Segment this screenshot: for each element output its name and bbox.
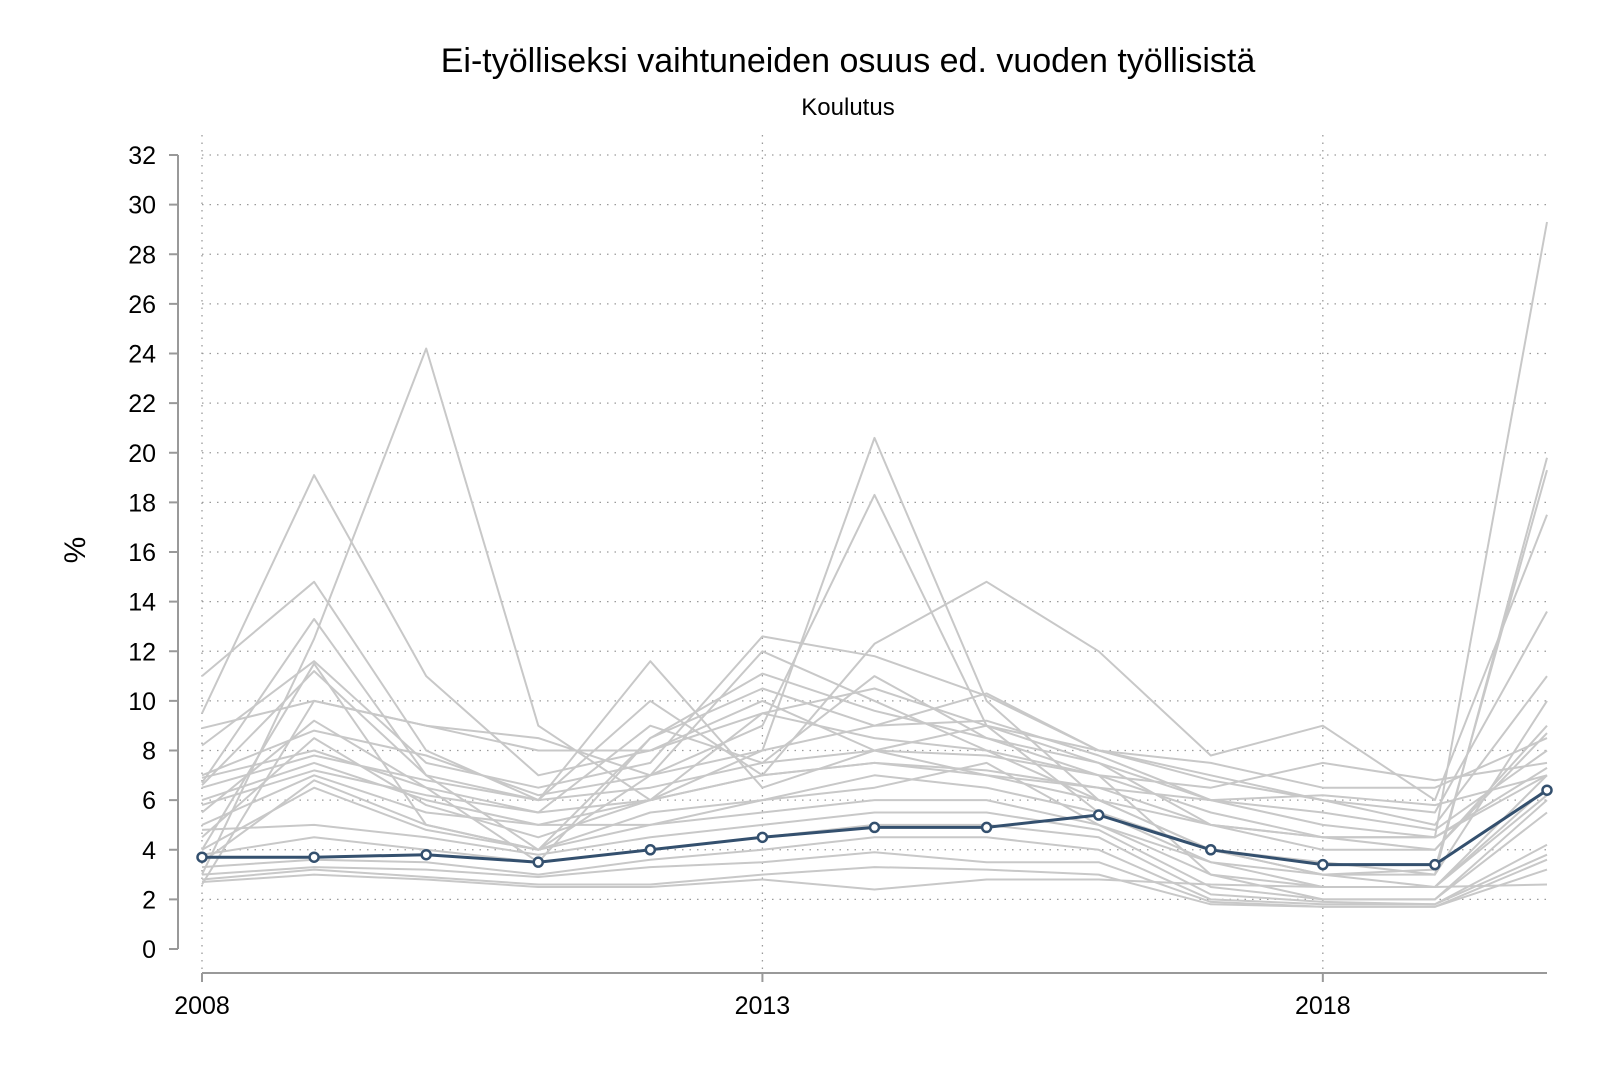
highlight-series-point: [196, 851, 208, 863]
background-series-line: [201, 873, 1548, 891]
chart-subtitle: Koulutus: [801, 94, 894, 121]
background-series-line: [201, 719, 1548, 831]
y-tick-label: 4: [142, 837, 156, 865]
background-series-group: [201, 221, 1548, 908]
highlight-series-point: [868, 821, 881, 834]
highlight-series-point: [1541, 784, 1553, 796]
y-tick-label: 6: [142, 787, 156, 815]
y-tick-label: 26: [128, 291, 156, 319]
background-series-line: [201, 749, 1548, 802]
background-series-line: [201, 670, 1548, 851]
x-tick-label: 2008: [174, 992, 230, 1020]
x-tick-label: 2018: [1295, 992, 1351, 1020]
highlight-series-point: [1317, 858, 1329, 871]
y-tick-label: 12: [128, 638, 156, 666]
background-series-line: [201, 635, 1548, 826]
y-tick-label: 14: [128, 589, 156, 617]
highlight-series-point: [308, 851, 320, 863]
y-tick-label: 22: [128, 390, 156, 418]
y-tick-label: 32: [128, 142, 156, 170]
y-tick-label: 18: [128, 489, 156, 517]
background-series-line: [201, 221, 1548, 839]
x-tick-label: 2013: [735, 992, 791, 1020]
y-tick-label: 10: [128, 688, 156, 716]
highlight-series-point: [420, 848, 432, 861]
y-tick-label: 0: [142, 936, 156, 964]
background-series-line: [201, 514, 1548, 802]
y-tick-label: 16: [128, 539, 156, 567]
y-tick-label: 24: [128, 341, 156, 369]
highlight-series-point: [1429, 858, 1441, 871]
highlight-series-point: [756, 831, 769, 844]
y-tick-label: 2: [142, 886, 156, 914]
y-tick-label: 8: [142, 738, 156, 766]
highlight-series-point: [532, 856, 544, 868]
background-series-line: [201, 347, 1548, 876]
background-series-line: [201, 811, 1548, 901]
highlight-series-point: [1092, 809, 1105, 821]
background-series-line: [201, 469, 1548, 876]
y-axis-title: %: [59, 537, 92, 564]
highlight-series-point: [644, 844, 657, 856]
highlight-series-point: [1205, 844, 1217, 856]
background-series-line: [201, 761, 1548, 888]
y-tick-label: 28: [128, 241, 156, 269]
chart-title: Ei-työlliseksi vaihtuneiden osuus ed. vu…: [441, 42, 1256, 80]
background-series-line: [201, 611, 1548, 814]
y-tick-label: 30: [128, 192, 156, 220]
background-series-line: [201, 866, 1548, 908]
y-tick-label: 20: [128, 440, 156, 468]
highlight-series-point: [980, 821, 993, 834]
background-series-line: [201, 761, 1548, 814]
highlight-series-group: [196, 784, 1553, 871]
background-series-line: [201, 836, 1548, 906]
